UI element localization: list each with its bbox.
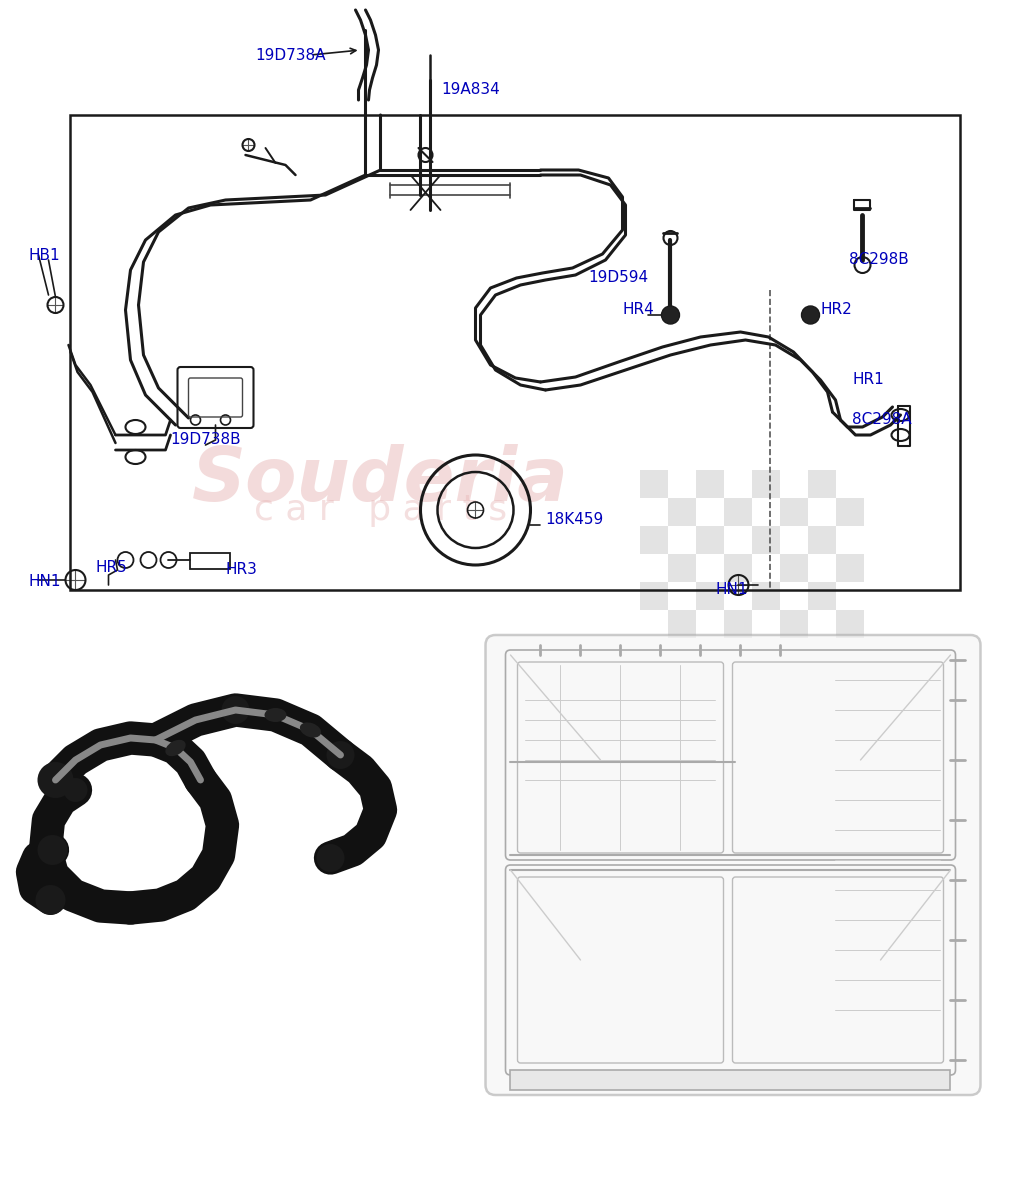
- Text: 19D738B: 19D738B: [170, 432, 240, 448]
- Bar: [723, 610, 752, 638]
- Circle shape: [38, 835, 67, 865]
- Bar: [510, 1070, 950, 1090]
- Bar: [640, 610, 667, 638]
- Text: Souderia: Souderia: [192, 444, 569, 516]
- Bar: [836, 582, 864, 610]
- Bar: [70, 115, 960, 590]
- Text: HN1: HN1: [29, 575, 61, 589]
- Bar: [723, 526, 752, 554]
- Ellipse shape: [300, 722, 321, 738]
- Bar: [696, 582, 723, 610]
- Bar: [752, 610, 780, 638]
- Circle shape: [326, 740, 355, 769]
- Bar: [808, 610, 836, 638]
- Text: HR3: HR3: [225, 563, 257, 577]
- Circle shape: [221, 696, 250, 724]
- Circle shape: [36, 886, 65, 914]
- Bar: [836, 526, 864, 554]
- Bar: [836, 610, 864, 638]
- Bar: [752, 582, 780, 610]
- Bar: [836, 470, 864, 498]
- Bar: [780, 498, 808, 526]
- Bar: [780, 582, 808, 610]
- Bar: [808, 582, 836, 610]
- Text: 8C298B: 8C298B: [848, 252, 908, 268]
- Circle shape: [63, 778, 88, 802]
- Bar: [696, 554, 723, 582]
- Bar: [667, 582, 696, 610]
- Bar: [808, 498, 836, 526]
- Bar: [667, 610, 696, 638]
- Bar: [752, 470, 780, 498]
- Bar: [808, 470, 836, 498]
- Bar: [696, 526, 723, 554]
- Bar: [640, 526, 667, 554]
- Bar: [780, 554, 808, 582]
- Ellipse shape: [165, 740, 185, 756]
- Bar: [667, 526, 696, 554]
- Bar: [780, 470, 808, 498]
- Bar: [640, 470, 667, 498]
- Text: 19D594: 19D594: [588, 270, 648, 286]
- Bar: [191, 553, 230, 569]
- Bar: [640, 554, 667, 582]
- Text: HR2: HR2: [819, 302, 852, 318]
- Text: 18K459: 18K459: [545, 512, 603, 528]
- Text: HR4: HR4: [622, 302, 653, 318]
- Circle shape: [316, 844, 344, 872]
- Bar: [696, 498, 723, 526]
- Bar: [667, 498, 696, 526]
- Circle shape: [661, 306, 679, 324]
- Text: 19A834: 19A834: [440, 83, 499, 97]
- Bar: [723, 498, 752, 526]
- FancyBboxPatch shape: [485, 635, 979, 1094]
- Circle shape: [38, 762, 73, 798]
- Bar: [696, 470, 723, 498]
- Bar: [836, 498, 864, 526]
- Bar: [836, 554, 864, 582]
- Bar: [780, 610, 808, 638]
- Bar: [808, 526, 836, 554]
- Bar: [667, 554, 696, 582]
- Bar: [667, 470, 696, 498]
- Text: HR5: HR5: [96, 560, 127, 576]
- Text: c a r   p a r t s: c a r p a r t s: [254, 493, 506, 527]
- Bar: [640, 582, 667, 610]
- Ellipse shape: [264, 708, 286, 722]
- Bar: [752, 526, 780, 554]
- Text: 19D738A: 19D738A: [255, 48, 325, 62]
- Bar: [696, 610, 723, 638]
- Bar: [752, 554, 780, 582]
- Bar: [808, 554, 836, 582]
- Text: HR1: HR1: [852, 372, 883, 388]
- Text: HB1: HB1: [29, 247, 60, 263]
- Bar: [780, 526, 808, 554]
- Text: 8C298A: 8C298A: [852, 413, 911, 427]
- Bar: [723, 582, 752, 610]
- Bar: [752, 498, 780, 526]
- Bar: [723, 470, 752, 498]
- Text: HN1: HN1: [714, 582, 747, 598]
- Bar: [723, 554, 752, 582]
- Circle shape: [801, 306, 818, 324]
- Bar: [640, 498, 667, 526]
